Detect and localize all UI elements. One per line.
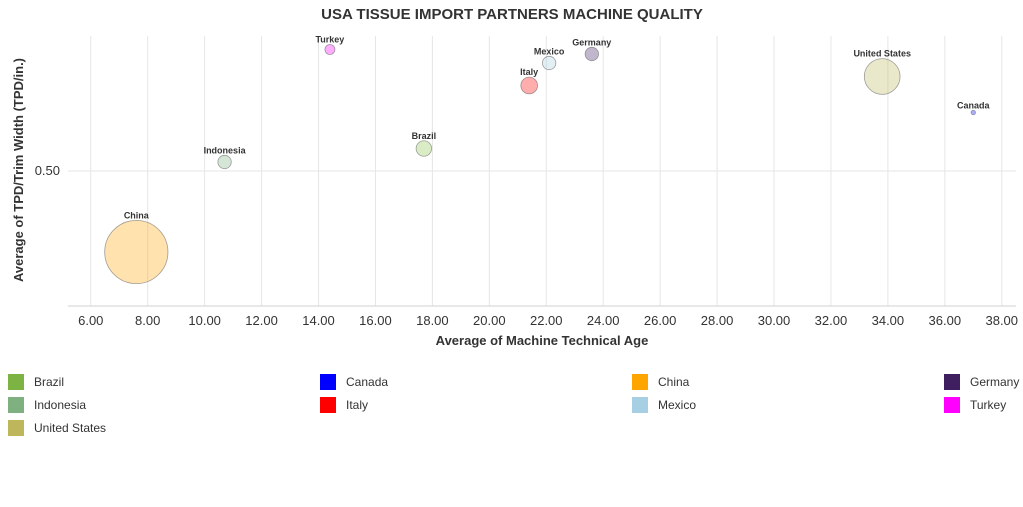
bubble-italy[interactable]: [520, 76, 538, 95]
x-tick-label: 30.00: [758, 313, 791, 328]
grid: [68, 36, 1016, 307]
legend-swatch: [944, 397, 960, 413]
legend-item-italy[interactable]: Italy: [320, 395, 368, 415]
bubble-chart: USA TISSUE IMPORT PARTNERS MACHINE QUALI…: [11, 6, 1018, 348]
x-tick-label: 20.00: [473, 313, 506, 328]
legend-label: Italy: [346, 398, 369, 412]
legend-label: Turkey: [970, 398, 1007, 412]
x-tick-label: 24.00: [587, 313, 620, 328]
bubble-label: Italy: [520, 67, 538, 77]
y-tick-label: 0.50: [35, 163, 60, 178]
y-axis-ticks: 0.50: [35, 163, 60, 178]
bubbles: [104, 44, 976, 285]
legend-item-indonesia[interactable]: Indonesia: [8, 395, 86, 415]
x-tick-label: 10.00: [188, 313, 221, 328]
x-tick-label: 22.00: [530, 313, 563, 328]
legend-swatch: [320, 397, 336, 413]
legend-label: Germany: [970, 375, 1020, 389]
legend-item-mexico[interactable]: Mexico: [632, 395, 696, 415]
legend-label: China: [658, 375, 690, 389]
bubble-label: United States: [853, 49, 911, 59]
legend-item-turkey[interactable]: Turkey: [944, 395, 1006, 415]
legend-swatch: [8, 420, 24, 436]
legend-swatch: [632, 397, 648, 413]
x-tick-label: 26.00: [644, 313, 677, 328]
y-axis-title: Average of TPD/Trim Width (TPD/in.): [11, 58, 26, 282]
x-tick-label: 6.00: [78, 313, 103, 328]
bubble-germany[interactable]: [584, 46, 599, 62]
x-tick-label: 18.00: [416, 313, 449, 328]
x-axis-title: Average of Machine Technical Age: [436, 333, 649, 348]
x-tick-label: 14.00: [302, 313, 335, 328]
bubble-china[interactable]: [104, 219, 169, 285]
bubble-mexico[interactable]: [542, 55, 557, 71]
legend-swatch: [8, 374, 24, 390]
legend-label: United States: [34, 421, 107, 435]
x-axis-ticks: 6.00 8.00 10.00 12.00 14.00 16.00 18.00 20.00 22…: [78, 313, 1018, 328]
x-tick-label: 16.00: [359, 313, 392, 328]
legend-swatch: [8, 397, 24, 413]
bubble-united-states[interactable]: [863, 58, 901, 95]
legend-label: Mexico: [658, 398, 697, 412]
legend-item-brazil[interactable]: Brazil: [8, 372, 64, 392]
legend-swatch: [320, 374, 336, 390]
x-tick-label: 12.00: [245, 313, 278, 328]
legend-swatch: [944, 374, 960, 390]
bubble-label: Brazil: [412, 131, 437, 141]
bubble-label: China: [124, 210, 150, 220]
x-tick-label: 34.00: [872, 313, 905, 328]
chart-title: USA TISSUE IMPORT PARTNERS MACHINE QUALI…: [321, 6, 703, 23]
legend-item-united-states[interactable]: United States: [8, 418, 106, 438]
x-tick-label: 36.00: [929, 313, 962, 328]
bubble-labels: Brazil Canada China Germany Indonesia Italy Me…: [124, 35, 991, 221]
legend-swatch: [632, 374, 648, 390]
bubble-label: Indonesia: [204, 145, 247, 155]
bubble-indonesia[interactable]: [217, 154, 232, 170]
x-tick-label: 28.00: [701, 313, 734, 328]
x-tick-label: 8.00: [135, 313, 160, 328]
bubble-label: Canada: [957, 100, 991, 110]
bubble-turkey[interactable]: [324, 44, 336, 55]
bubble-label: Turkey: [315, 35, 344, 45]
legend-label: Brazil: [34, 375, 65, 389]
legend-item-canada[interactable]: Canada: [320, 372, 388, 392]
bubble-canada[interactable]: [970, 109, 976, 116]
bubble-label: Germany: [572, 37, 611, 47]
bubble-label: Mexico: [534, 46, 565, 56]
x-tick-label: 32.00: [815, 313, 848, 328]
x-tick-label: 38.00: [985, 313, 1018, 328]
bubble-brazil[interactable]: [415, 140, 433, 157]
legend-label: Canada: [346, 375, 389, 389]
legend-item-china[interactable]: China: [632, 372, 689, 392]
legend-item-germany[interactable]: Germany: [944, 372, 1019, 392]
legend-label: Indonesia: [34, 398, 87, 412]
